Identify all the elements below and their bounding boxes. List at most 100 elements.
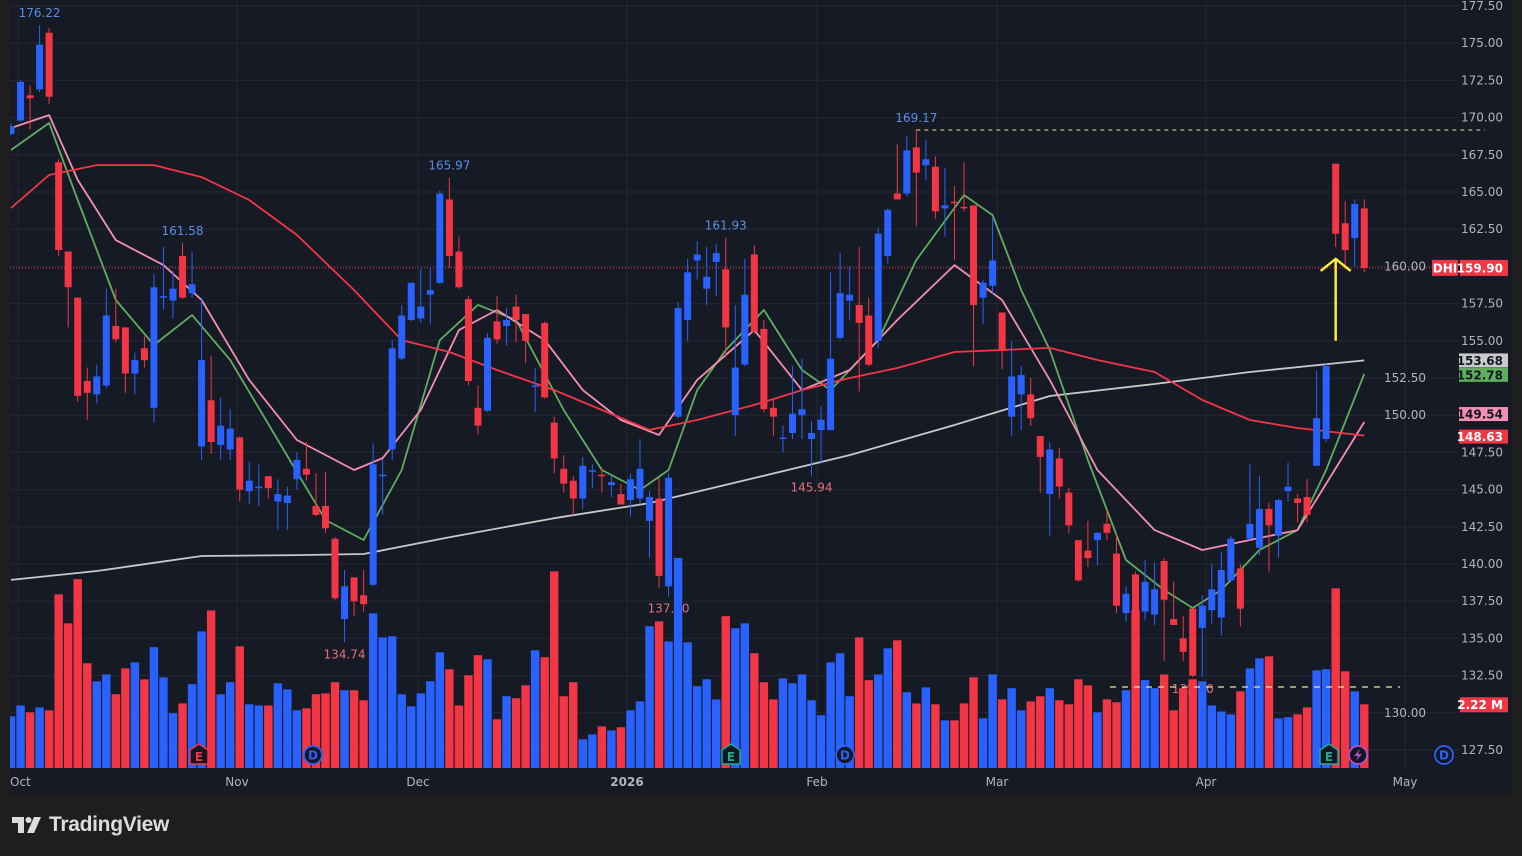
volume-bar [483, 659, 492, 768]
split-flash-marker[interactable] [1348, 745, 1368, 765]
candle [569, 476, 577, 515]
candle [388, 340, 396, 460]
candle-body [36, 44, 44, 90]
volume-bar [254, 705, 263, 768]
candle-body [1093, 532, 1101, 541]
candle [503, 308, 511, 346]
candle-body [712, 253, 720, 262]
candle-body [274, 494, 282, 502]
volume-bar [1217, 711, 1226, 768]
candle [312, 473, 320, 517]
earnings-marker[interactable]: E [721, 743, 741, 765]
ma-value-label: 152.78 [1457, 368, 1503, 382]
volume-bar [1093, 712, 1102, 768]
candle [236, 436, 244, 502]
earnings-icon-letter: E [1325, 750, 1333, 764]
high-low-labels: 176.22 161.58 165.97 161.93 169.17 134.74 145.… [19, 6, 1214, 696]
candle [779, 425, 787, 453]
price-chart[interactable]: 176.22 161.58 165.97 161.93 169.17 134.74 145.… [10, 0, 1512, 795]
high-label: 161.93 [705, 219, 747, 233]
candle [808, 421, 816, 476]
candle-body [198, 360, 206, 447]
dividend-upcoming-marker[interactable]: D [1434, 745, 1454, 765]
candle-body [1303, 497, 1311, 515]
candle-body [1027, 394, 1035, 419]
volume-bar [368, 613, 378, 768]
candle-body [455, 251, 463, 288]
moving-average-line [10, 122, 1366, 609]
volume-bar [1169, 710, 1178, 768]
candle-body [950, 201, 958, 204]
volume-bar [1007, 688, 1016, 768]
chart-panel[interactable]: 176.22 161.58 165.97 161.93 169.17 134.74 145.… [10, 0, 1512, 795]
candle-body [884, 209, 892, 256]
last-price-label: 159.90 [1457, 261, 1503, 275]
candle [102, 288, 110, 389]
candle [541, 321, 549, 399]
earnings-marker[interactable]: E [1319, 743, 1339, 765]
candle [1122, 586, 1130, 623]
candle-body [436, 193, 444, 283]
candle [1303, 479, 1311, 523]
candle [131, 352, 139, 395]
volume-bar [1350, 691, 1359, 768]
dividend-icon-letter: D [1439, 749, 1449, 763]
candle [293, 452, 301, 490]
candle [426, 267, 434, 325]
volume-bar [1236, 691, 1245, 768]
candle-body [998, 312, 1006, 350]
volume-bar [654, 621, 664, 768]
volume-bar [921, 687, 931, 768]
candle [1227, 535, 1235, 582]
volume-bar [63, 623, 73, 768]
candle [1170, 581, 1178, 626]
price-axis-label: 162.50 [1461, 222, 1503, 236]
time-axis-label: 2026 [610, 775, 643, 789]
dividend-marker[interactable]: D [835, 745, 855, 765]
candle-body [26, 95, 34, 99]
candle [512, 294, 520, 343]
moving-average-line [10, 164, 1365, 437]
volume-bar [854, 637, 864, 768]
candle [112, 288, 120, 343]
candle-body [931, 166, 939, 212]
candle-body [407, 282, 415, 320]
volume-bar [1321, 669, 1331, 768]
candle [884, 208, 892, 264]
volume-bar [159, 677, 168, 768]
candle [179, 242, 187, 300]
candle [150, 273, 158, 423]
candle-body [321, 505, 329, 529]
volume-bar [521, 685, 530, 768]
candle-body [741, 294, 749, 365]
candle-body [236, 437, 244, 490]
candle-body [941, 205, 949, 209]
candle [417, 269, 425, 323]
ma-value-tag [1459, 353, 1508, 368]
time-axis-label: Dec [406, 775, 429, 789]
candle-body [226, 428, 234, 450]
candle-body [341, 586, 349, 620]
volume-bar [635, 701, 645, 768]
earnings-marker[interactable]: E [189, 743, 209, 765]
candle-body [1265, 508, 1273, 526]
volume-bar [83, 663, 92, 768]
volume-bar [645, 626, 654, 768]
candle-body [817, 419, 825, 431]
candle [646, 491, 654, 559]
candle [245, 461, 253, 505]
volume-bar [1121, 690, 1131, 768]
candle [903, 135, 911, 197]
volume-bar [588, 734, 597, 768]
candle-body [1255, 508, 1263, 548]
volume-bar [121, 668, 130, 768]
dividend-icon-letter: D [840, 749, 850, 763]
candle-body [179, 255, 187, 298]
volume-bar [797, 674, 807, 768]
volume-bar [359, 700, 368, 768]
candle-body [703, 276, 711, 289]
candle-body [626, 479, 634, 501]
volume-bar [1302, 707, 1312, 768]
dividend-marker[interactable]: D [303, 745, 323, 765]
candle-body [417, 306, 425, 319]
